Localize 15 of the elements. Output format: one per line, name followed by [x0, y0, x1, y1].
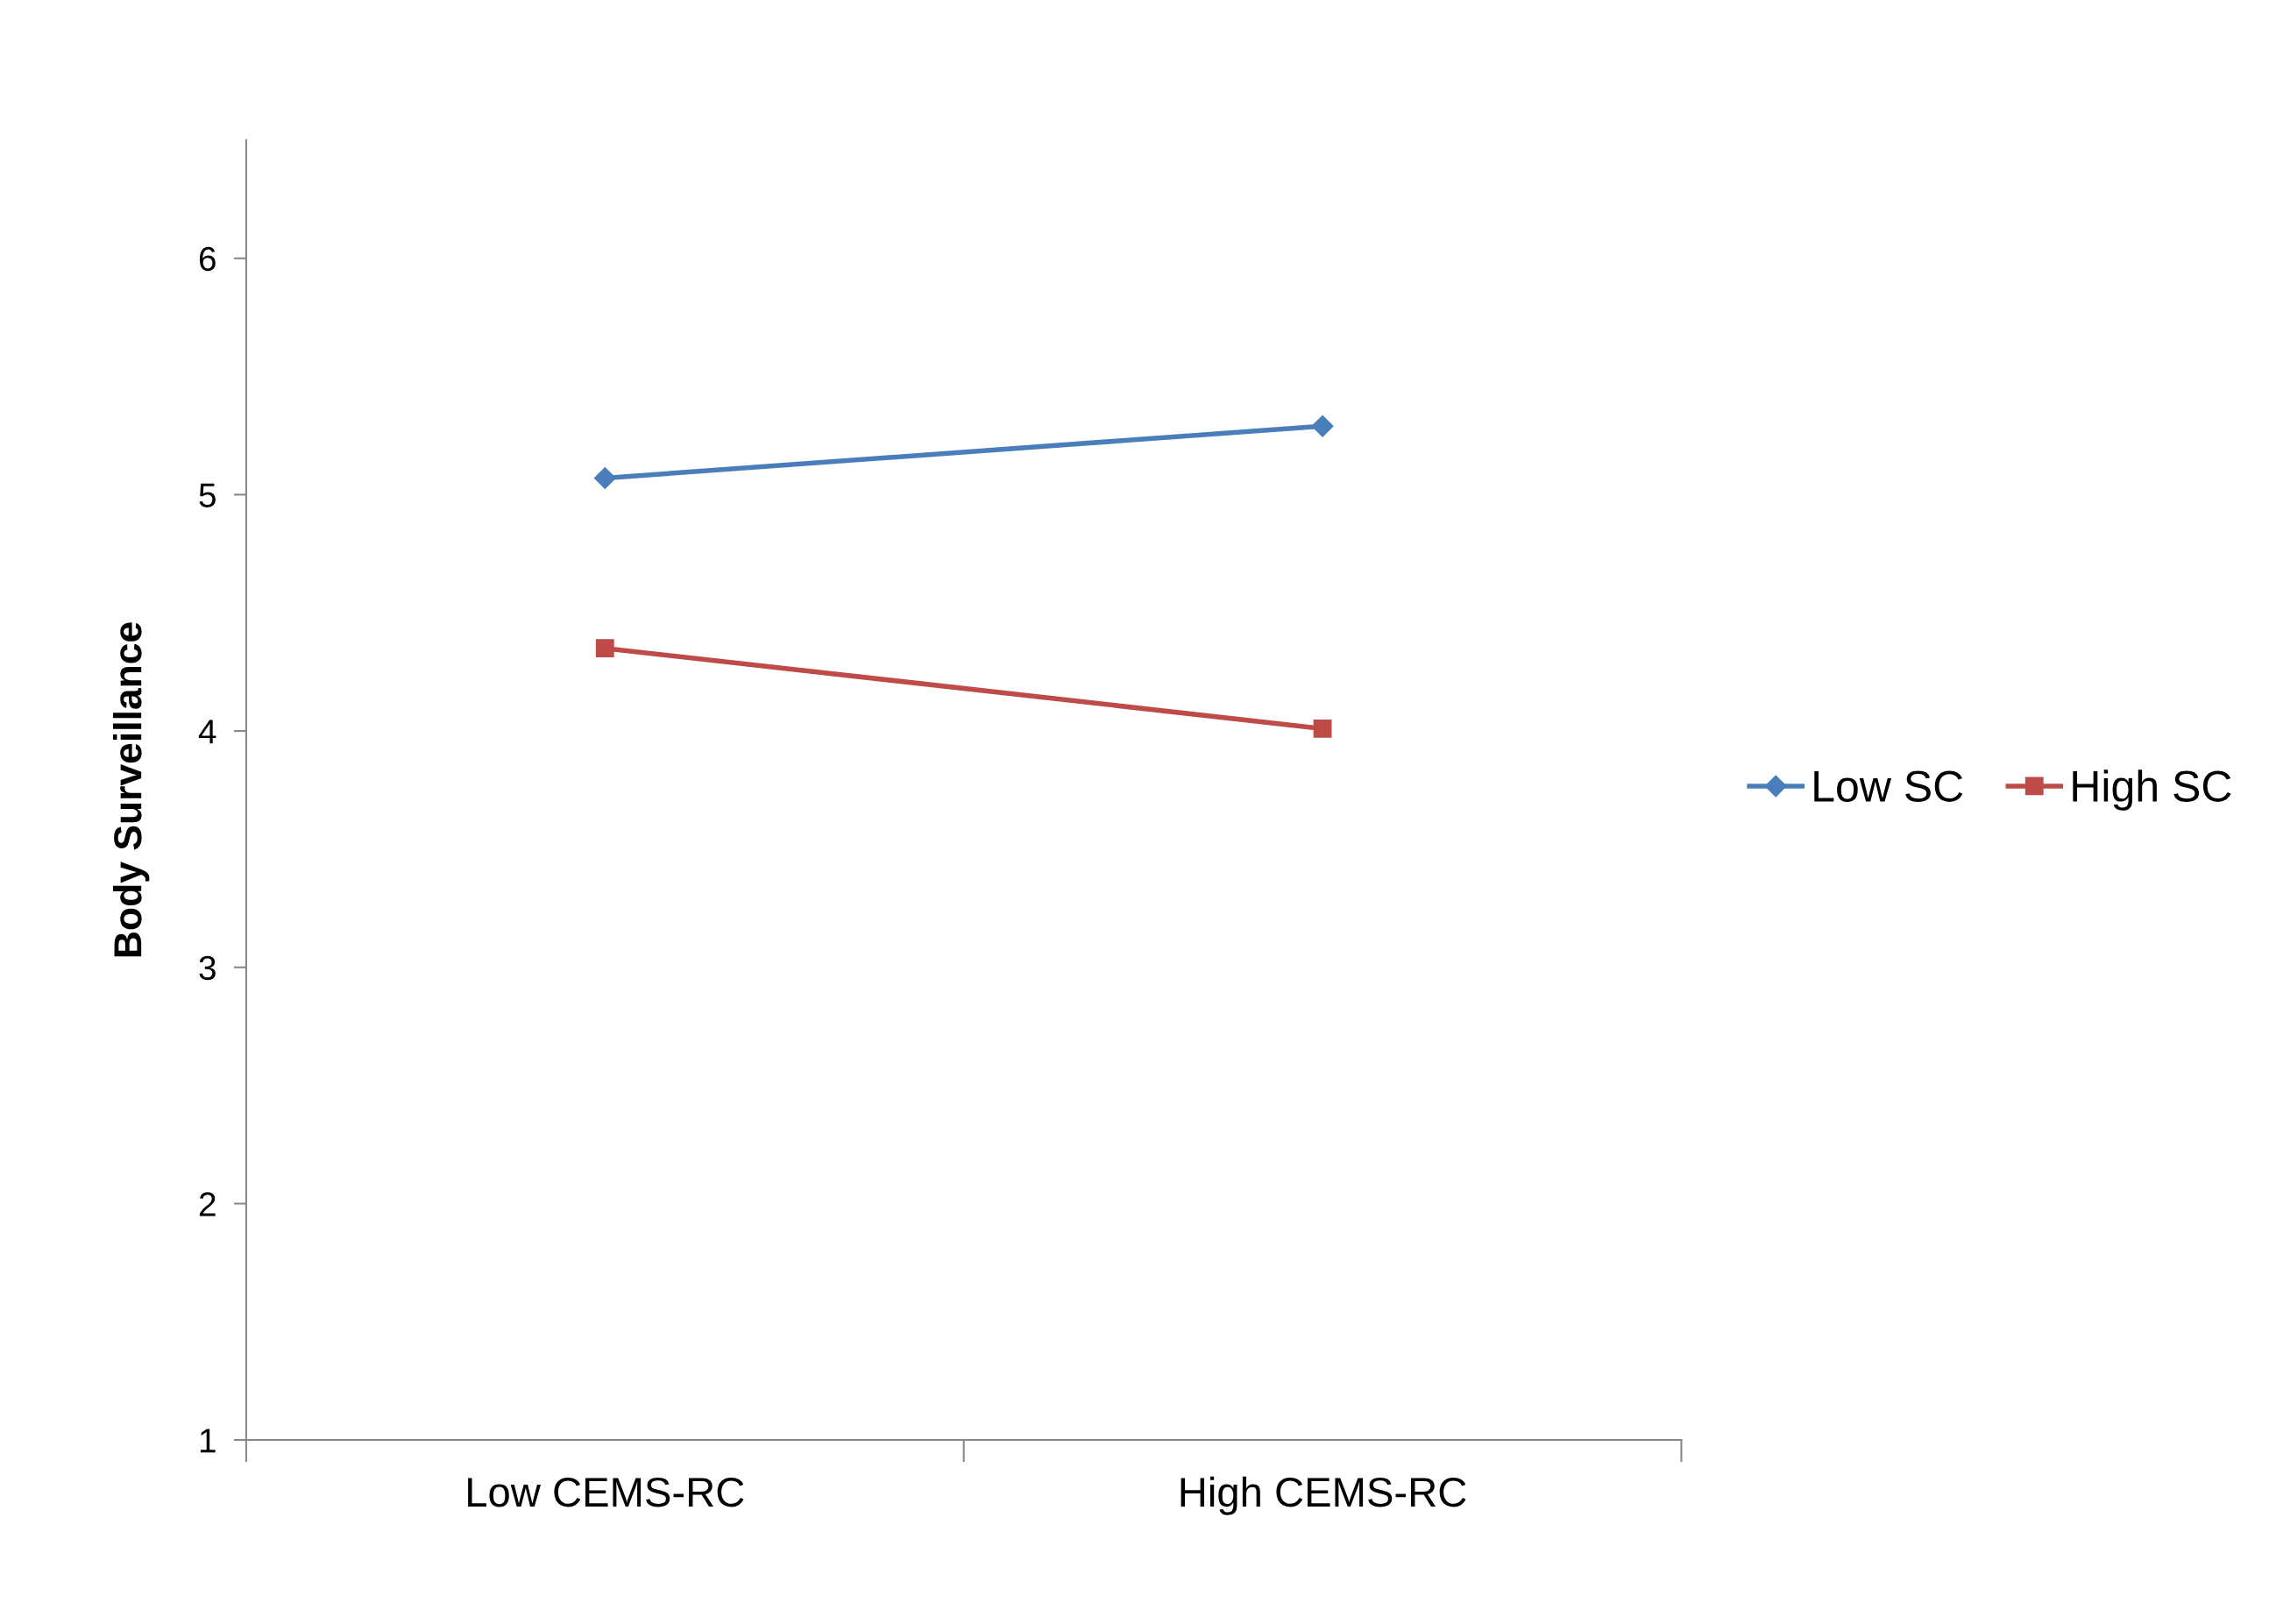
- point: [593, 467, 616, 490]
- legend-label: High SC: [2073, 769, 2231, 811]
- point: [1311, 415, 1334, 437]
- y-tick-label: 5: [199, 483, 216, 507]
- x-tick-label: Low CEMS-RC: [468, 1477, 744, 1507]
- y-tick-label: 6: [199, 246, 216, 272]
- legend-label: Low SC: [1814, 770, 1963, 802]
- y-axis-title: Body Surveillance: [112, 622, 150, 957]
- point: [595, 639, 614, 658]
- y-tick-label: 2: [199, 1192, 216, 1216]
- y-tick-label: 3: [199, 955, 216, 981]
- x-tick-label: High CEMS-RC: [1181, 1476, 1466, 1515]
- y-tick-label: 4: [198, 720, 216, 744]
- point: [1313, 719, 1332, 738]
- y-tick-label: 1: [200, 1429, 216, 1453]
